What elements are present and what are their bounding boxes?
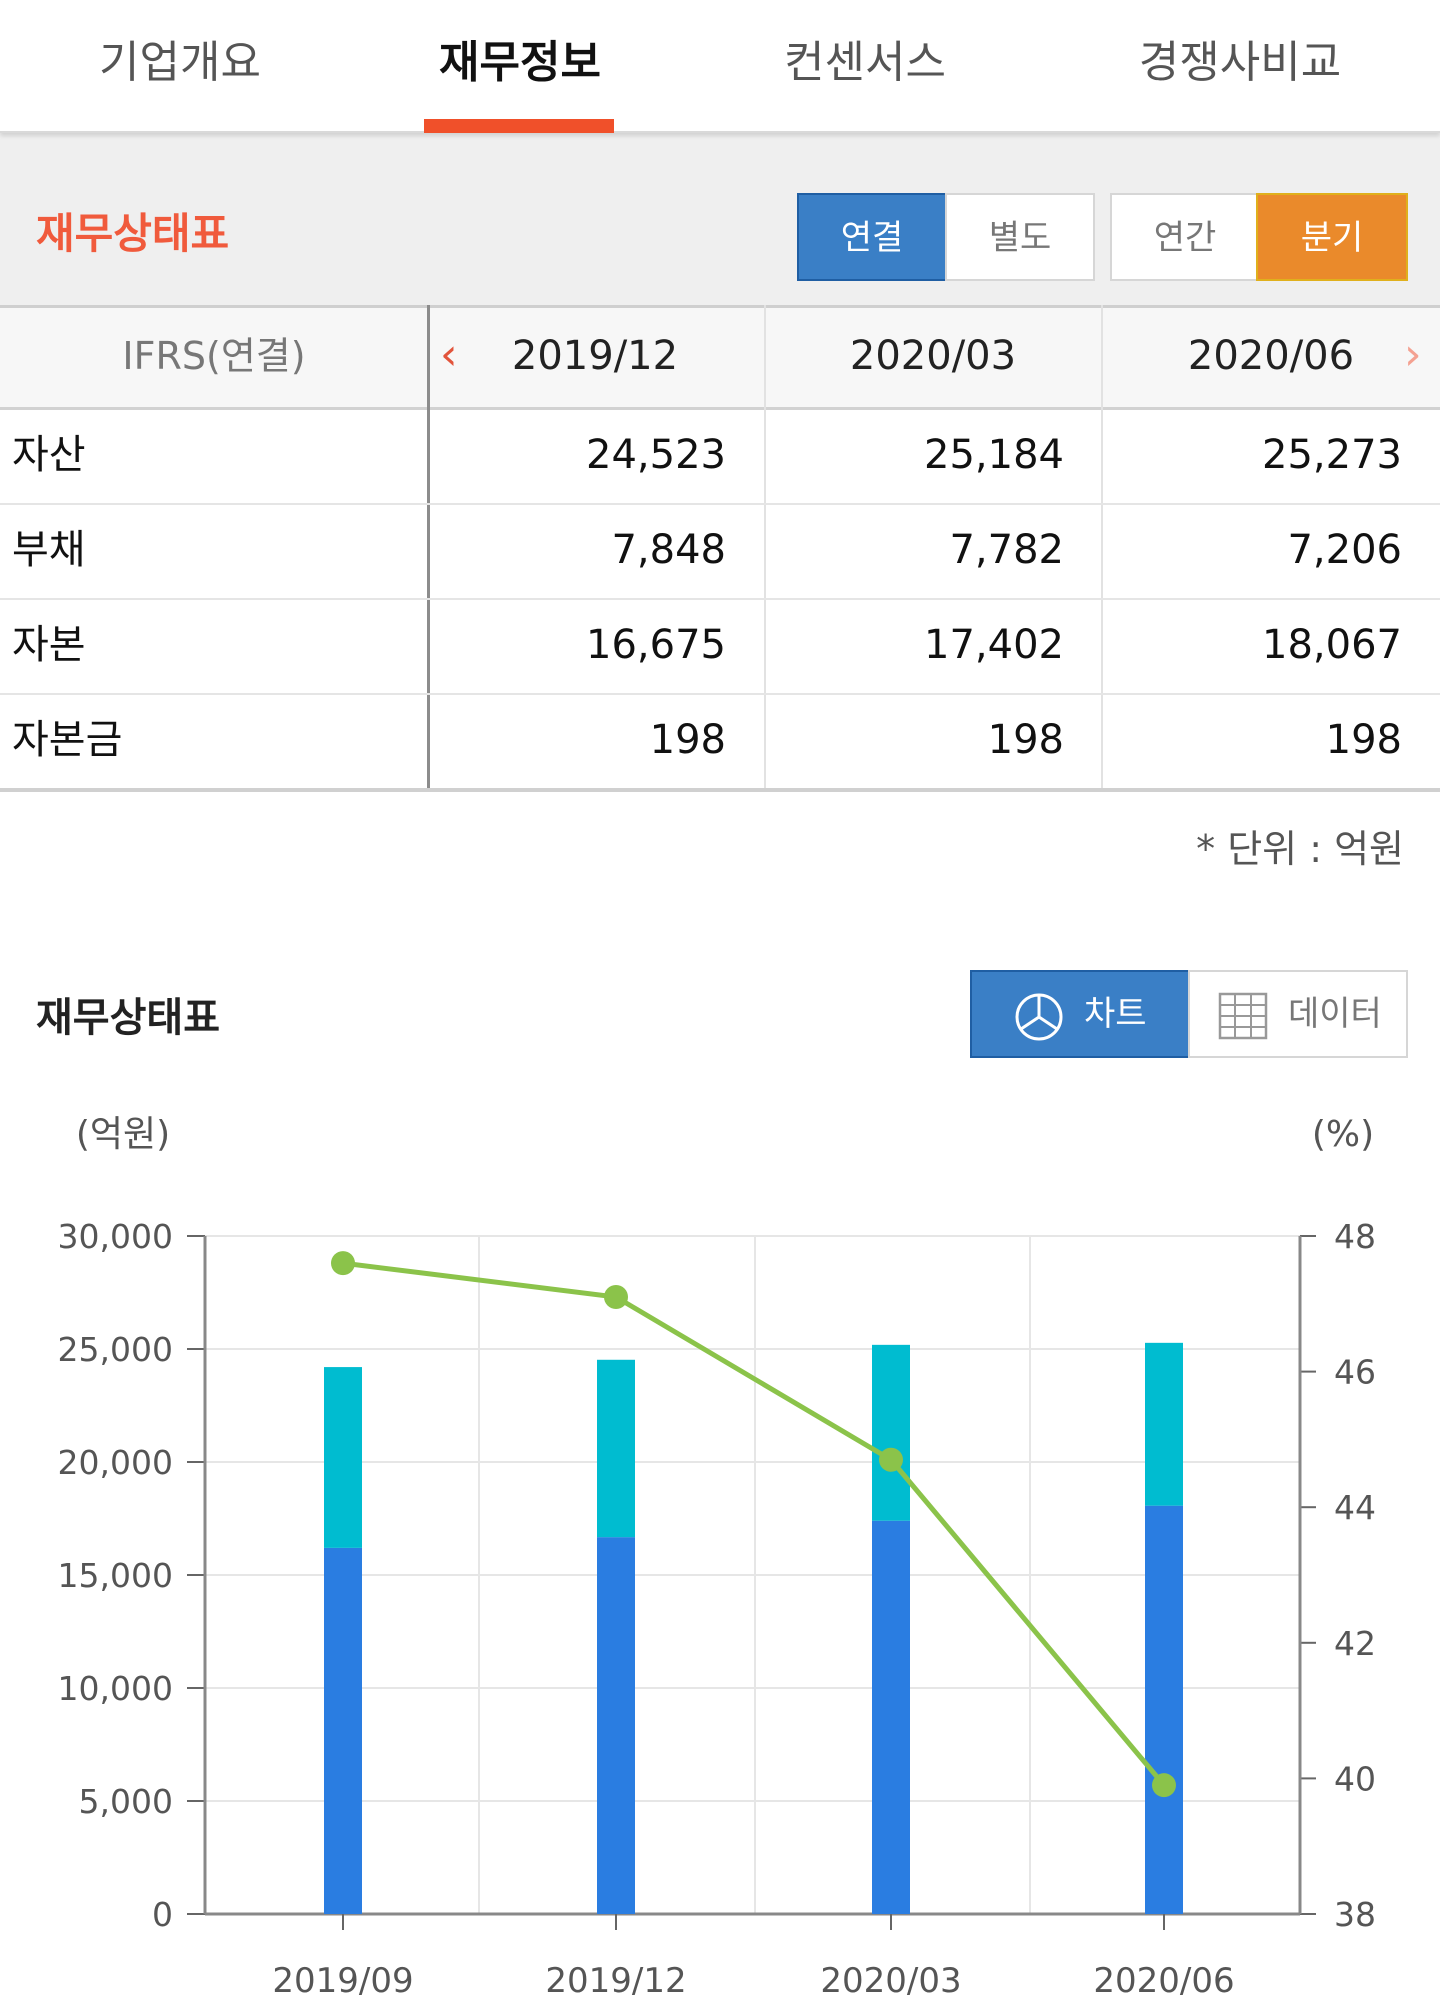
pie-chart-icon [1015, 993, 1063, 1041]
y-left-tick-label: 0 [152, 1895, 173, 1934]
y-right-tick-label: 42 [1334, 1624, 1376, 1663]
bar-equity [324, 1547, 362, 1914]
y-left-tick-label: 30,000 [58, 1217, 173, 1256]
row-divider [0, 503, 1440, 505]
row-label-liabilities: 부채 [12, 527, 86, 573]
x-tick-label: 2019/12 [545, 1961, 686, 2001]
table-cell: 198 [987, 717, 1064, 763]
row-divider [0, 693, 1440, 695]
x-tick-label: 2020/06 [1093, 1961, 1234, 2001]
data-view-button[interactable]: 데이터 [1188, 970, 1408, 1058]
tab-competitor-compare[interactable]: 경쟁사비교 [1138, 37, 1342, 88]
table-cell: 7,848 [611, 527, 726, 573]
bar-liabilities [872, 1344, 910, 1521]
y-right-tick-label: 48 [1334, 1217, 1376, 1256]
column-divider [1101, 305, 1103, 790]
table-cell: 25,184 [924, 432, 1064, 478]
data-view-label: 데이터 [1288, 994, 1382, 1034]
chart-section-title: 재무상태표 [36, 995, 220, 1041]
quarterly-button[interactable]: 분기 [1256, 193, 1408, 281]
separate-button[interactable]: 별도 [945, 193, 1095, 281]
bar-liabilities [324, 1367, 362, 1548]
y-right-tick-label: 40 [1334, 1759, 1376, 1798]
period-header: 2019/12 [511, 333, 679, 379]
ratio-point [1152, 1773, 1176, 1798]
column-divider [427, 305, 430, 790]
row-label-equity: 자본 [12, 622, 86, 668]
table-bottom-border [0, 788, 1440, 792]
y-right-tick-label: 44 [1334, 1488, 1376, 1527]
chart-svg: 0 5,000 10,000 15,000 20,000 25,000 30,000 38 40… [58, 1114, 1376, 2001]
ratio-point [604, 1285, 628, 1310]
table-cell: 198 [1325, 717, 1402, 763]
ratio-point [331, 1251, 355, 1276]
table-cell: 7,782 [949, 527, 1064, 573]
y-left-tick-label: 10,000 [58, 1669, 173, 1708]
top-tab-bar: 기업개요 재무정보 컨센서스 경쟁사비교 [0, 0, 1440, 133]
active-tab-indicator [424, 119, 614, 133]
consolidated-button[interactable]: 연결 [797, 193, 947, 281]
y-right-tick-label: 46 [1334, 1353, 1376, 1392]
bar-liabilities [1145, 1342, 1183, 1506]
ratio-line [342, 1260, 1166, 1787]
bar-equity [597, 1537, 635, 1914]
chevron-right-icon[interactable]: › [1404, 329, 1422, 380]
y-right-unit-label: (%) [1312, 1114, 1374, 1155]
period-header: 2020/03 [849, 333, 1017, 379]
period-toggle: 연간 분기 [1110, 193, 1408, 281]
table-cell: 16,675 [586, 622, 726, 668]
tab-financial-info[interactable]: 재무정보 [439, 37, 601, 88]
table-cell: 17,402 [924, 622, 1064, 668]
column-divider [764, 305, 766, 790]
row-divider [0, 598, 1440, 600]
scope-toggle: 연결 별도 [797, 193, 1095, 281]
x-tick-label: 2020/03 [820, 1961, 961, 2001]
balance-sheet-chart: 0 5,000 10,000 15,000 20,000 25,000 30,000 38 40… [0, 1090, 1440, 2011]
y-left-tick-label: 20,000 [58, 1443, 173, 1482]
table-header [0, 305, 1440, 410]
table-cell: 198 [649, 717, 726, 763]
table-cell: 24,523 [586, 432, 726, 478]
tab-company-overview[interactable]: 기업개요 [99, 37, 261, 88]
chevron-left-icon[interactable]: ‹ [440, 329, 458, 380]
period-header: 2020/06 [1187, 333, 1355, 379]
unit-note: * 단위 : 억원 [1196, 827, 1404, 871]
table-grid-icon [1218, 992, 1268, 1040]
y-right-tick-label: 38 [1334, 1895, 1376, 1934]
balance-sheet-title: 재무상태표 [36, 209, 230, 258]
chart-view-button[interactable]: 차트 [970, 970, 1190, 1058]
y-left-tick-label: 25,000 [58, 1330, 173, 1369]
y-left-tick-label: 15,000 [58, 1556, 173, 1595]
tab-consensus[interactable]: 컨센서스 [784, 37, 946, 88]
bar-equity [872, 1520, 910, 1914]
annual-button[interactable]: 연간 [1110, 193, 1260, 281]
chart-view-label: 차트 [1084, 994, 1147, 1034]
ratio-point [879, 1447, 903, 1472]
bar-equity [1145, 1505, 1183, 1914]
table-cell: 7,206 [1287, 527, 1402, 573]
table-cell: 25,273 [1262, 432, 1402, 478]
table-cell: 18,067 [1262, 622, 1402, 668]
y-left-tick-label: 5,000 [79, 1782, 173, 1821]
x-tick-label: 2019/09 [272, 1961, 413, 2001]
ifrs-header-label: IFRS(연결) [122, 334, 306, 378]
bar-liabilities [597, 1359, 635, 1538]
row-label-assets: 자산 [12, 432, 86, 478]
row-label-capital-stock: 자본금 [12, 717, 123, 763]
y-left-unit-label: (억원) [76, 1114, 170, 1155]
